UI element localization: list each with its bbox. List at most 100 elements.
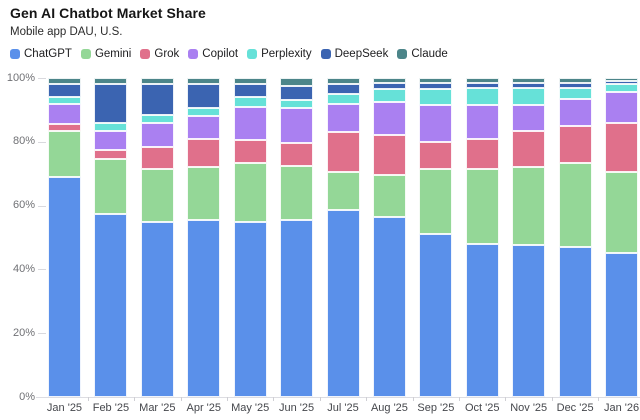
segment-claude-jun-25[interactable]	[280, 78, 314, 87]
segment-chatgpt-aug-25[interactable]	[372, 216, 406, 397]
segment-grok-apr-25[interactable]	[187, 138, 221, 168]
segment-chatgpt-nov-25[interactable]	[512, 245, 546, 397]
segment-copilot-nov-25[interactable]	[512, 105, 546, 131]
segment-claude-feb-25[interactable]	[94, 78, 128, 85]
segment-claude-jul-25[interactable]	[326, 78, 360, 85]
segment-copilot-feb-25[interactable]	[94, 130, 128, 150]
segment-copilot-oct-25[interactable]	[465, 105, 499, 139]
segment-chatgpt-dec-25[interactable]	[558, 247, 592, 397]
segment-copilot-may-25[interactable]	[233, 106, 267, 141]
y-tick-mark	[38, 333, 46, 335]
segment-chatgpt-oct-25[interactable]	[465, 243, 499, 397]
legend-item-gemini[interactable]: Gemini	[80, 47, 132, 61]
segment-perplexity-jan-25[interactable]	[48, 97, 81, 104]
segment-chatgpt-mar-25[interactable]	[140, 221, 174, 397]
segment-deepseek-mar-25[interactable]	[140, 84, 174, 115]
segment-gemini-jun-25[interactable]	[280, 165, 314, 220]
segment-claude-mar-25[interactable]	[140, 78, 174, 85]
segment-claude-may-25[interactable]	[233, 78, 267, 85]
segment-gemini-oct-25[interactable]	[465, 168, 499, 244]
segment-gemini-jan-25[interactable]	[48, 130, 81, 177]
segment-perplexity-jul-25[interactable]	[326, 93, 360, 104]
segment-chatgpt-jun-25[interactable]	[280, 219, 314, 397]
segment-deepseek-jun-25[interactable]	[280, 86, 314, 101]
segment-grok-sep-25[interactable]	[419, 141, 453, 169]
segment-deepseek-oct-25[interactable]	[465, 82, 499, 88]
segment-gemini-mar-25[interactable]	[140, 168, 174, 222]
segment-claude-aug-25[interactable]	[372, 78, 406, 83]
segment-grok-dec-25[interactable]	[558, 125, 592, 163]
segment-copilot-jun-25[interactable]	[280, 108, 314, 144]
segment-gemini-may-25[interactable]	[233, 162, 267, 222]
segment-chatgpt-may-25[interactable]	[233, 221, 267, 397]
legend-item-chatgpt[interactable]: ChatGPT	[10, 47, 72, 61]
segment-grok-nov-25[interactable]	[512, 130, 546, 168]
segment-grok-jul-25[interactable]	[326, 132, 360, 173]
segment-deepseek-jan-25[interactable]	[48, 84, 81, 98]
segment-deepseek-may-25[interactable]	[233, 84, 267, 98]
segment-claude-sep-25[interactable]	[419, 78, 453, 83]
legend-item-copilot[interactable]: Copilot	[188, 47, 238, 61]
segment-deepseek-nov-25[interactable]	[512, 82, 546, 88]
legend-label: Gemini	[94, 48, 132, 60]
segment-grok-aug-25[interactable]	[372, 135, 406, 176]
segment-perplexity-nov-25[interactable]	[512, 87, 546, 106]
segment-copilot-jan-25[interactable]	[48, 103, 81, 125]
segment-chatgpt-jan-25[interactable]	[48, 176, 81, 397]
segment-gemini-dec-25[interactable]	[558, 162, 592, 248]
segment-perplexity-mar-25[interactable]	[140, 114, 174, 123]
segment-grok-jan-25[interactable]	[48, 124, 81, 131]
segment-copilot-aug-25[interactable]	[372, 101, 406, 136]
segment-gemini-jan-26[interactable]	[605, 172, 639, 254]
segment-perplexity-feb-25[interactable]	[94, 122, 128, 131]
segment-copilot-dec-25[interactable]	[558, 98, 592, 126]
segment-gemini-jul-25[interactable]	[326, 172, 360, 211]
segment-gemini-nov-25[interactable]	[512, 167, 546, 246]
segment-deepseek-apr-25[interactable]	[187, 84, 221, 109]
segment-perplexity-apr-25[interactable]	[187, 108, 221, 117]
segment-perplexity-jan-26[interactable]	[605, 84, 639, 93]
segment-deepseek-dec-25[interactable]	[558, 82, 592, 88]
segment-gemini-apr-25[interactable]	[187, 167, 221, 220]
segment-chatgpt-apr-25[interactable]	[187, 219, 221, 397]
segment-claude-oct-25[interactable]	[465, 78, 499, 83]
segment-grok-feb-25[interactable]	[94, 149, 128, 160]
segment-grok-may-25[interactable]	[233, 140, 267, 163]
segment-perplexity-jun-25[interactable]	[280, 100, 314, 109]
segment-chatgpt-jan-26[interactable]	[605, 253, 639, 397]
segment-claude-jan-25[interactable]	[48, 78, 81, 85]
segment-deepseek-jan-26[interactable]	[605, 81, 639, 85]
legend-item-deepseek[interactable]: DeepSeek	[320, 47, 388, 61]
segment-perplexity-may-25[interactable]	[233, 97, 267, 107]
segment-perplexity-dec-25[interactable]	[558, 87, 592, 99]
segment-gemini-sep-25[interactable]	[419, 168, 453, 235]
segment-deepseek-feb-25[interactable]	[94, 84, 128, 123]
segment-grok-jun-25[interactable]	[280, 143, 314, 166]
segment-chatgpt-sep-25[interactable]	[419, 234, 453, 397]
segment-grok-mar-25[interactable]	[140, 146, 174, 169]
segment-deepseek-aug-25[interactable]	[372, 82, 406, 90]
legend-item-perplexity[interactable]: Perplexity	[247, 47, 312, 61]
segment-perplexity-sep-25[interactable]	[419, 89, 453, 106]
segment-deepseek-sep-25[interactable]	[419, 82, 453, 90]
segment-copilot-jul-25[interactable]	[326, 103, 360, 133]
segment-claude-dec-25[interactable]	[558, 78, 592, 83]
segment-chatgpt-jul-25[interactable]	[326, 210, 360, 397]
segment-gemini-feb-25[interactable]	[94, 159, 128, 214]
segment-deepseek-jul-25[interactable]	[326, 84, 360, 94]
segment-copilot-apr-25[interactable]	[187, 116, 221, 139]
segment-copilot-mar-25[interactable]	[140, 122, 174, 147]
segment-grok-oct-25[interactable]	[465, 138, 499, 169]
segment-copilot-jan-26[interactable]	[605, 92, 639, 123]
segment-chatgpt-feb-25[interactable]	[94, 213, 128, 397]
segment-copilot-sep-25[interactable]	[419, 105, 453, 142]
legend-item-claude[interactable]: Claude	[397, 47, 448, 61]
segment-gemini-aug-25[interactable]	[372, 175, 406, 217]
segment-grok-jan-26[interactable]	[605, 122, 639, 173]
segment-claude-nov-25[interactable]	[512, 78, 546, 83]
segment-perplexity-aug-25[interactable]	[372, 89, 406, 102]
legend-item-grok[interactable]: Grok	[140, 47, 179, 61]
segment-perplexity-oct-25[interactable]	[465, 87, 499, 106]
segment-claude-jan-26[interactable]	[605, 78, 639, 82]
segment-claude-apr-25[interactable]	[187, 78, 221, 85]
